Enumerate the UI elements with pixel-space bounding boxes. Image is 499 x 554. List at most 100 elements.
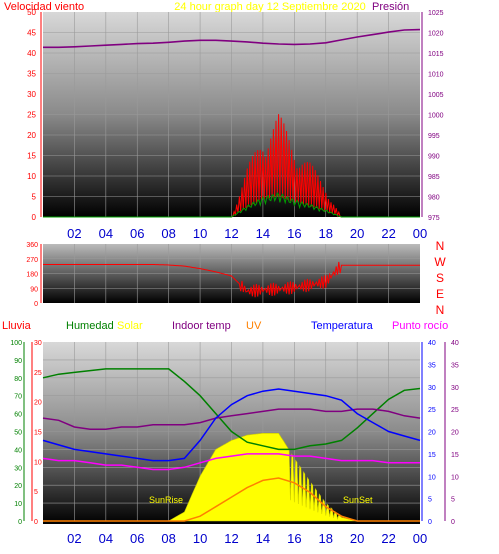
temperature-tick: 40 (428, 340, 436, 347)
legend-punto-rocio: Punto rocío (392, 320, 448, 332)
compass-label: E (436, 287, 444, 301)
pressure-tick: 1005 (428, 92, 444, 99)
hour-tick-label: 12 (224, 531, 238, 546)
direction-tick: 90 (30, 286, 38, 293)
chart-title: 24 hour graph day 12 Septiembre 2020 (174, 1, 365, 13)
indoor-temp-tick: 20 (451, 430, 459, 437)
legend-lluvia: Lluvia (2, 320, 32, 332)
temperature-tick: 10 (428, 474, 436, 481)
rain-tick: 0 (34, 519, 38, 526)
indoor-temp-tick: 10 (451, 474, 459, 481)
wind-speed-tick: 30 (27, 90, 36, 99)
wind-speed-axis: 0 5 10 15 20 25 30 35 40 45 50 (27, 8, 42, 222)
humidity-line (42, 368, 421, 451)
direction-line (43, 261, 420, 298)
indoor-temp-line (42, 408, 421, 431)
hour-axis-bottom: 02 04 06 08 10 12 14 16 18 20 22 00 (67, 531, 427, 546)
direction-tick: 180 (26, 272, 38, 279)
hour-tick-label: 00 (413, 531, 427, 546)
hour-tick-label: 02 (67, 226, 81, 241)
pressure-tick: 1025 (428, 10, 444, 17)
humidity-tick: 50 (14, 430, 22, 437)
hour-tick-label: 22 (381, 226, 395, 241)
rain-tick: 5 (34, 489, 38, 496)
bottom-series (42, 368, 421, 522)
wind-speed-tick: 25 (27, 111, 36, 120)
rain-tick: 15 (34, 430, 42, 437)
rain-tick: 10 (34, 459, 42, 466)
wind-speed-tick: 15 (27, 152, 36, 161)
temperature-tick: 15 (428, 452, 436, 459)
humidity-tick: 40 (14, 447, 22, 454)
wind-panel-grid (43, 12, 420, 217)
humidity-tick: 10 (14, 501, 22, 508)
humidity-tick: 100 (10, 340, 22, 347)
temperature-axis-1: 0 5 10 15 20 25 30 35 40 (421, 340, 436, 526)
indoor-temp-tick: 25 (451, 407, 459, 414)
humidity-tick: 60 (14, 412, 22, 419)
pressure-tick: 1015 (428, 51, 444, 58)
hour-tick-label: 00 (413, 226, 427, 241)
legend-indoor: Indoor temp (172, 320, 231, 332)
dewpoint-line (42, 453, 420, 471)
pressure-axis: 975 980 985 990 995 1000 1005 1010 1015 1020 1025 (421, 10, 444, 222)
hour-tick-label: 04 (99, 531, 113, 546)
compass-label: N (436, 239, 445, 253)
hour-tick-label: 20 (350, 226, 364, 241)
legend-temperatura: Temperatura (311, 320, 374, 332)
temperature-tick: 20 (428, 430, 436, 437)
indoor-temp-tick: 0 (451, 519, 455, 526)
humidity-tick: 90 (14, 358, 22, 365)
compass-label: N (436, 303, 445, 317)
hour-tick-label: 20 (350, 531, 364, 546)
legend-uv: UV (246, 320, 262, 332)
wind-speed-tick: 40 (27, 49, 36, 58)
wind-series (43, 28, 421, 218)
hour-tick-label: 14 (256, 226, 270, 241)
pressure-tick: 995 (428, 133, 440, 140)
temperature-axis-2: 0 5 10 15 20 25 30 35 40 (444, 340, 459, 526)
rain-tick: 25 (34, 370, 42, 377)
temperature-tick: 30 (428, 385, 436, 392)
humidity-tick: 0 (18, 519, 22, 526)
humidity-tick: 30 (14, 465, 22, 472)
wind-speed-tick: 0 (32, 213, 37, 222)
wind-speed-tick: 10 (27, 172, 36, 181)
temperature-tick: 0 (428, 519, 432, 526)
compass-label: W (434, 255, 446, 269)
hour-tick-label: 08 (161, 226, 175, 241)
hour-axis-top: 02 04 06 08 10 12 14 16 18 20 22 00 (67, 226, 427, 241)
pressure-tick: 975 (428, 215, 440, 222)
hour-tick-label: 18 (319, 531, 333, 546)
legend-solar: Solar (117, 320, 143, 332)
hour-tick-label: 10 (193, 226, 207, 241)
direction-panel-grid (43, 244, 420, 303)
wind-speed-tick: 50 (27, 8, 36, 17)
uv-line (43, 477, 420, 522)
humidity-tick: 70 (14, 394, 22, 401)
hour-tick-label: 16 (287, 531, 301, 546)
pressure-tick: 985 (428, 174, 440, 181)
direction-tick: 360 (26, 242, 38, 249)
direction-series (43, 261, 420, 298)
indoor-temp-tick: 15 (451, 452, 459, 459)
hour-tick-label: 06 (130, 226, 144, 241)
rain-tick: 30 (34, 340, 42, 347)
temperature-tick: 35 (428, 362, 436, 369)
hour-tick-label: 14 (256, 531, 270, 546)
pressure-title: Presión (372, 1, 409, 13)
hour-tick-label: 18 (319, 226, 333, 241)
indoor-temp-tick: 35 (451, 362, 459, 369)
indoor-temp-tick: 40 (451, 340, 459, 347)
wind-speed-tick: 20 (27, 131, 36, 140)
compass-label: S (436, 271, 444, 285)
humidity-axis: 0 10 20 30 40 50 60 70 80 90 100 (10, 340, 25, 526)
hour-tick-label: 22 (381, 531, 395, 546)
sunrise-label: SunRise (149, 495, 183, 505)
hour-tick-label: 08 (161, 531, 175, 546)
hour-tick-label: 12 (224, 226, 238, 241)
rain-tick: 20 (34, 400, 42, 407)
indoor-temp-tick: 5 (451, 497, 455, 504)
